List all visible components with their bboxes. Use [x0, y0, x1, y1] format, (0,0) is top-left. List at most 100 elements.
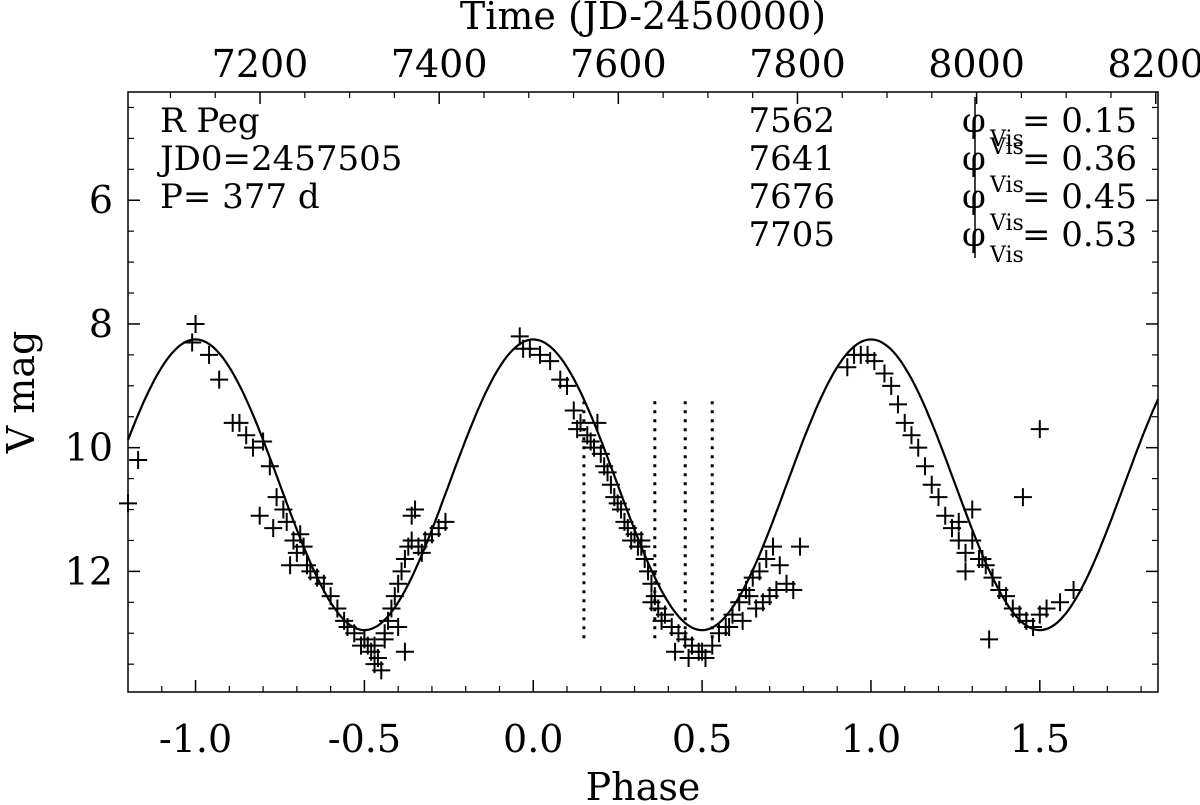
data-point	[666, 642, 685, 661]
data-point	[601, 475, 620, 494]
data-point	[531, 345, 549, 364]
top-tick-label: 7600	[570, 42, 667, 86]
data-point	[210, 370, 229, 389]
data-point	[277, 512, 296, 531]
data-point	[949, 512, 968, 531]
data-point	[389, 618, 408, 637]
data-point	[767, 580, 786, 599]
data-point	[237, 426, 256, 445]
phase-symbol: φ	[962, 139, 986, 179]
axis-ticks	[128, 92, 1158, 692]
obs-date-row: 7676 φ Vis = 0.45	[748, 173, 1137, 217]
data-point	[541, 352, 560, 371]
data-point	[395, 642, 414, 661]
top-tick-label: 7400	[391, 42, 488, 86]
data-point	[1064, 580, 1083, 599]
plot-frame	[127, 91, 1159, 693]
phase-subscript: Vis	[989, 243, 1024, 268]
x-axis-title: Phase	[586, 765, 701, 805]
data-point	[328, 599, 347, 618]
data-point	[632, 537, 651, 556]
data-point	[372, 661, 391, 680]
data-point	[655, 605, 674, 624]
phase-subscript: Vis	[989, 127, 1024, 152]
data-point	[520, 339, 539, 358]
y-tick-label: 10	[65, 426, 113, 470]
data-point	[963, 531, 982, 550]
data-point	[230, 413, 249, 432]
phase-value: = 0.53	[1022, 215, 1137, 255]
data-point	[406, 500, 425, 519]
top-tick-label: 8200	[1107, 42, 1200, 86]
data-point	[757, 550, 776, 569]
top-tick-label: 7200	[212, 42, 309, 86]
data-point	[1037, 599, 1056, 618]
obs-jd: 7641	[748, 139, 835, 179]
data-point	[764, 537, 783, 556]
data-point	[1024, 618, 1043, 637]
x-tick-label: 0.0	[503, 717, 563, 761]
data-point	[365, 636, 384, 655]
data-point	[385, 587, 404, 606]
data-point	[571, 413, 590, 432]
data-point	[375, 630, 394, 649]
data-point	[642, 593, 661, 612]
y-tick-label: 12	[65, 549, 113, 593]
star-jd0: JD0=2457505	[157, 139, 402, 179]
data-point	[200, 345, 219, 364]
data-point	[740, 587, 759, 606]
data-point	[254, 432, 273, 451]
data-point	[642, 574, 661, 593]
data-point	[314, 574, 333, 593]
data-point	[983, 568, 1002, 587]
data-point	[1051, 593, 1070, 612]
data-point	[679, 648, 698, 667]
phase-symbol: φ	[962, 215, 986, 255]
phase-value: = 0.15	[1022, 101, 1137, 141]
obs-date-row: 7641 φ Vis = 0.36	[748, 135, 1137, 179]
data-point	[510, 327, 529, 346]
data-point	[723, 605, 742, 624]
data-point	[389, 574, 408, 593]
phase-symbol: φ	[962, 177, 986, 217]
x-tick-label: 1.5	[1010, 717, 1070, 761]
data-point	[382, 599, 401, 618]
data-point	[980, 630, 999, 649]
data-point	[929, 488, 948, 507]
obs-date-row: 7562 φ Vis = 0.15	[748, 101, 1137, 152]
data-point	[436, 512, 455, 531]
data-point	[791, 537, 810, 556]
data-point	[612, 500, 631, 519]
data-point	[321, 587, 340, 606]
data-point	[395, 550, 414, 569]
obs-jd: 7676	[748, 177, 835, 217]
data-point	[392, 562, 411, 581]
data-point	[956, 543, 975, 562]
data-point	[186, 314, 205, 333]
data-point	[693, 642, 712, 661]
data-point	[558, 376, 577, 395]
obs-jd: 7562	[748, 101, 835, 141]
data-point	[412, 543, 431, 562]
data-point	[888, 395, 907, 414]
data-point	[591, 444, 610, 463]
data-point	[598, 463, 617, 482]
data-point	[956, 562, 975, 581]
phase-value: = 0.45	[1022, 177, 1137, 217]
x-tick-label: 1.0	[841, 717, 901, 761]
data-point	[875, 364, 894, 383]
data-point	[902, 426, 921, 445]
phase-symbol: φ	[962, 101, 986, 141]
obs-date-row: 7705 φ Vis Vis = 0.53	[748, 211, 1137, 268]
data-point	[922, 475, 941, 494]
data-point	[784, 580, 803, 599]
data-point	[963, 500, 982, 519]
data-point	[368, 648, 387, 667]
phase-subscript: Vis	[989, 135, 1024, 160]
obs-jd: 7705	[748, 215, 835, 255]
x-tick-label: -0.5	[328, 717, 401, 761]
data-point	[770, 556, 789, 575]
data-point	[1013, 488, 1032, 507]
data-point	[720, 618, 739, 637]
